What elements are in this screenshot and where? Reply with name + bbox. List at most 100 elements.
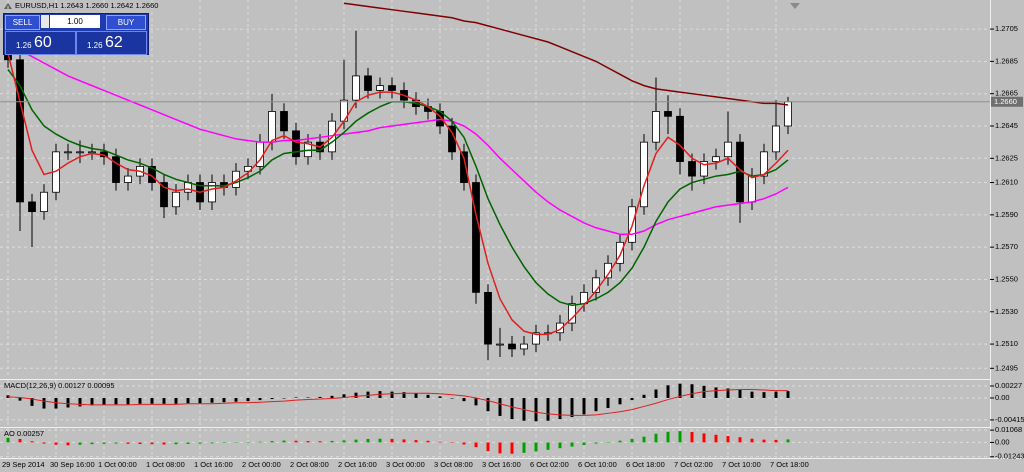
macd-bar	[738, 389, 742, 398]
macd-bar	[426, 394, 430, 398]
ao-bar	[354, 439, 358, 443]
candle-body	[28, 201, 36, 213]
candle-body	[124, 175, 132, 183]
ao-bar	[138, 442, 142, 445]
ask-quote[interactable]: 1.26 62	[76, 31, 147, 55]
bid-quote[interactable]: 1.26 60	[5, 31, 76, 55]
ao-bar	[246, 442, 250, 443]
macd-bar	[594, 397, 598, 412]
candle-body	[604, 262, 612, 279]
candle-body	[292, 130, 300, 158]
candle-body	[772, 125, 780, 153]
ao-bar	[6, 437, 10, 443]
ao-bar	[294, 440, 298, 443]
macd-bar	[510, 397, 514, 420]
bid-big-figure: 1.26	[16, 41, 32, 50]
moving-average-line	[7, 53, 789, 336]
candle-body	[724, 141, 732, 158]
macd-bar	[294, 397, 298, 398]
macd-bar	[270, 397, 274, 400]
y-tick-label: 1.2590	[995, 210, 1018, 219]
macd-bar	[150, 397, 154, 404]
x-tick-label: 3 Oct 16:00	[482, 460, 521, 469]
macd-bar	[774, 391, 778, 398]
macd-bar	[198, 397, 202, 404]
ao-bar	[714, 434, 718, 443]
macd-bar	[18, 397, 22, 401]
y-tick-label: 1.2625	[995, 153, 1018, 162]
macd-bar	[534, 397, 538, 422]
x-tick-label: 2 Oct 08:00	[290, 460, 329, 469]
candle-body	[664, 111, 672, 117]
macd-bar	[726, 388, 730, 398]
ao-bar	[282, 440, 286, 443]
macd-bar	[6, 395, 10, 398]
x-tick-label: 2 Oct 16:00	[338, 460, 377, 469]
ao-bar	[690, 432, 694, 443]
candle-body	[760, 151, 768, 177]
sell-button[interactable]: SELL	[5, 15, 40, 30]
macd-bar	[486, 397, 490, 412]
macd-bar	[366, 391, 370, 398]
ao-bar	[510, 442, 514, 454]
candle-body	[268, 111, 276, 143]
ao-bar	[726, 436, 730, 443]
y-tick-label: 1.2645	[995, 121, 1018, 130]
ao-bar	[534, 442, 538, 452]
y-tick-label: 0.01068	[995, 425, 1022, 434]
ao-bar	[42, 442, 46, 444]
ao-bar	[738, 437, 742, 443]
ao-bar	[558, 442, 562, 449]
macd-bar	[462, 397, 466, 402]
buy-button[interactable]: BUY	[106, 15, 146, 30]
ao-bar	[654, 433, 658, 443]
ao-bar	[546, 442, 550, 450]
candle-body	[352, 75, 360, 101]
candle-body	[640, 141, 648, 208]
ao-bar	[186, 442, 190, 444]
lots-input[interactable]: 1.00	[50, 15, 100, 28]
y-tick-label: 0.00	[995, 393, 1010, 402]
ao-bar	[18, 438, 22, 443]
macd-bar	[306, 397, 310, 398]
ao-bar	[702, 433, 706, 443]
ao-bar	[150, 442, 154, 445]
candle-body	[160, 182, 168, 208]
ao-bar	[330, 440, 334, 443]
ao-bar	[594, 442, 598, 444]
chart-shift-marker[interactable]	[790, 3, 800, 9]
lots-dropdown[interactable]	[41, 15, 49, 28]
panel-title: EURUSD,H1 1.2643 1.2660 1.2642 1.2660	[15, 1, 158, 10]
ao-bar	[306, 441, 310, 443]
ao-bar	[126, 442, 130, 444]
macd-bar	[342, 394, 346, 398]
y-tick-label: 1.2550	[995, 274, 1018, 283]
macd-bar	[126, 397, 130, 405]
x-tick-label: 30 Sep 16:00	[50, 460, 95, 469]
macd-signal-line	[7, 389, 788, 416]
candle-body	[712, 156, 720, 162]
y-tick-label: 1.2685	[995, 56, 1018, 65]
ao-bar	[270, 441, 274, 443]
candle-body	[16, 59, 24, 203]
macd-bar	[210, 397, 214, 403]
macd-bar	[666, 385, 670, 398]
macd-bar	[546, 397, 550, 421]
x-tick-label: 6 Oct 10:00	[578, 460, 617, 469]
x-tick-label: 1 Oct 16:00	[194, 460, 233, 469]
macd-bar	[642, 394, 646, 398]
y-tick-label: 1.2570	[995, 242, 1018, 251]
candle-body	[40, 191, 48, 213]
ao-bar	[762, 439, 766, 443]
macd-bar	[102, 397, 106, 405]
candle-body	[364, 75, 372, 91]
ao-bar	[78, 442, 82, 445]
macd-bar	[234, 397, 238, 402]
macd-bar	[222, 397, 226, 403]
macd-bar	[186, 397, 190, 404]
bid-pips: 60	[34, 34, 52, 51]
ao-bar	[426, 440, 430, 443]
macd-bar	[582, 397, 586, 415]
ao-bar	[666, 431, 670, 443]
ao-bar	[174, 442, 178, 445]
